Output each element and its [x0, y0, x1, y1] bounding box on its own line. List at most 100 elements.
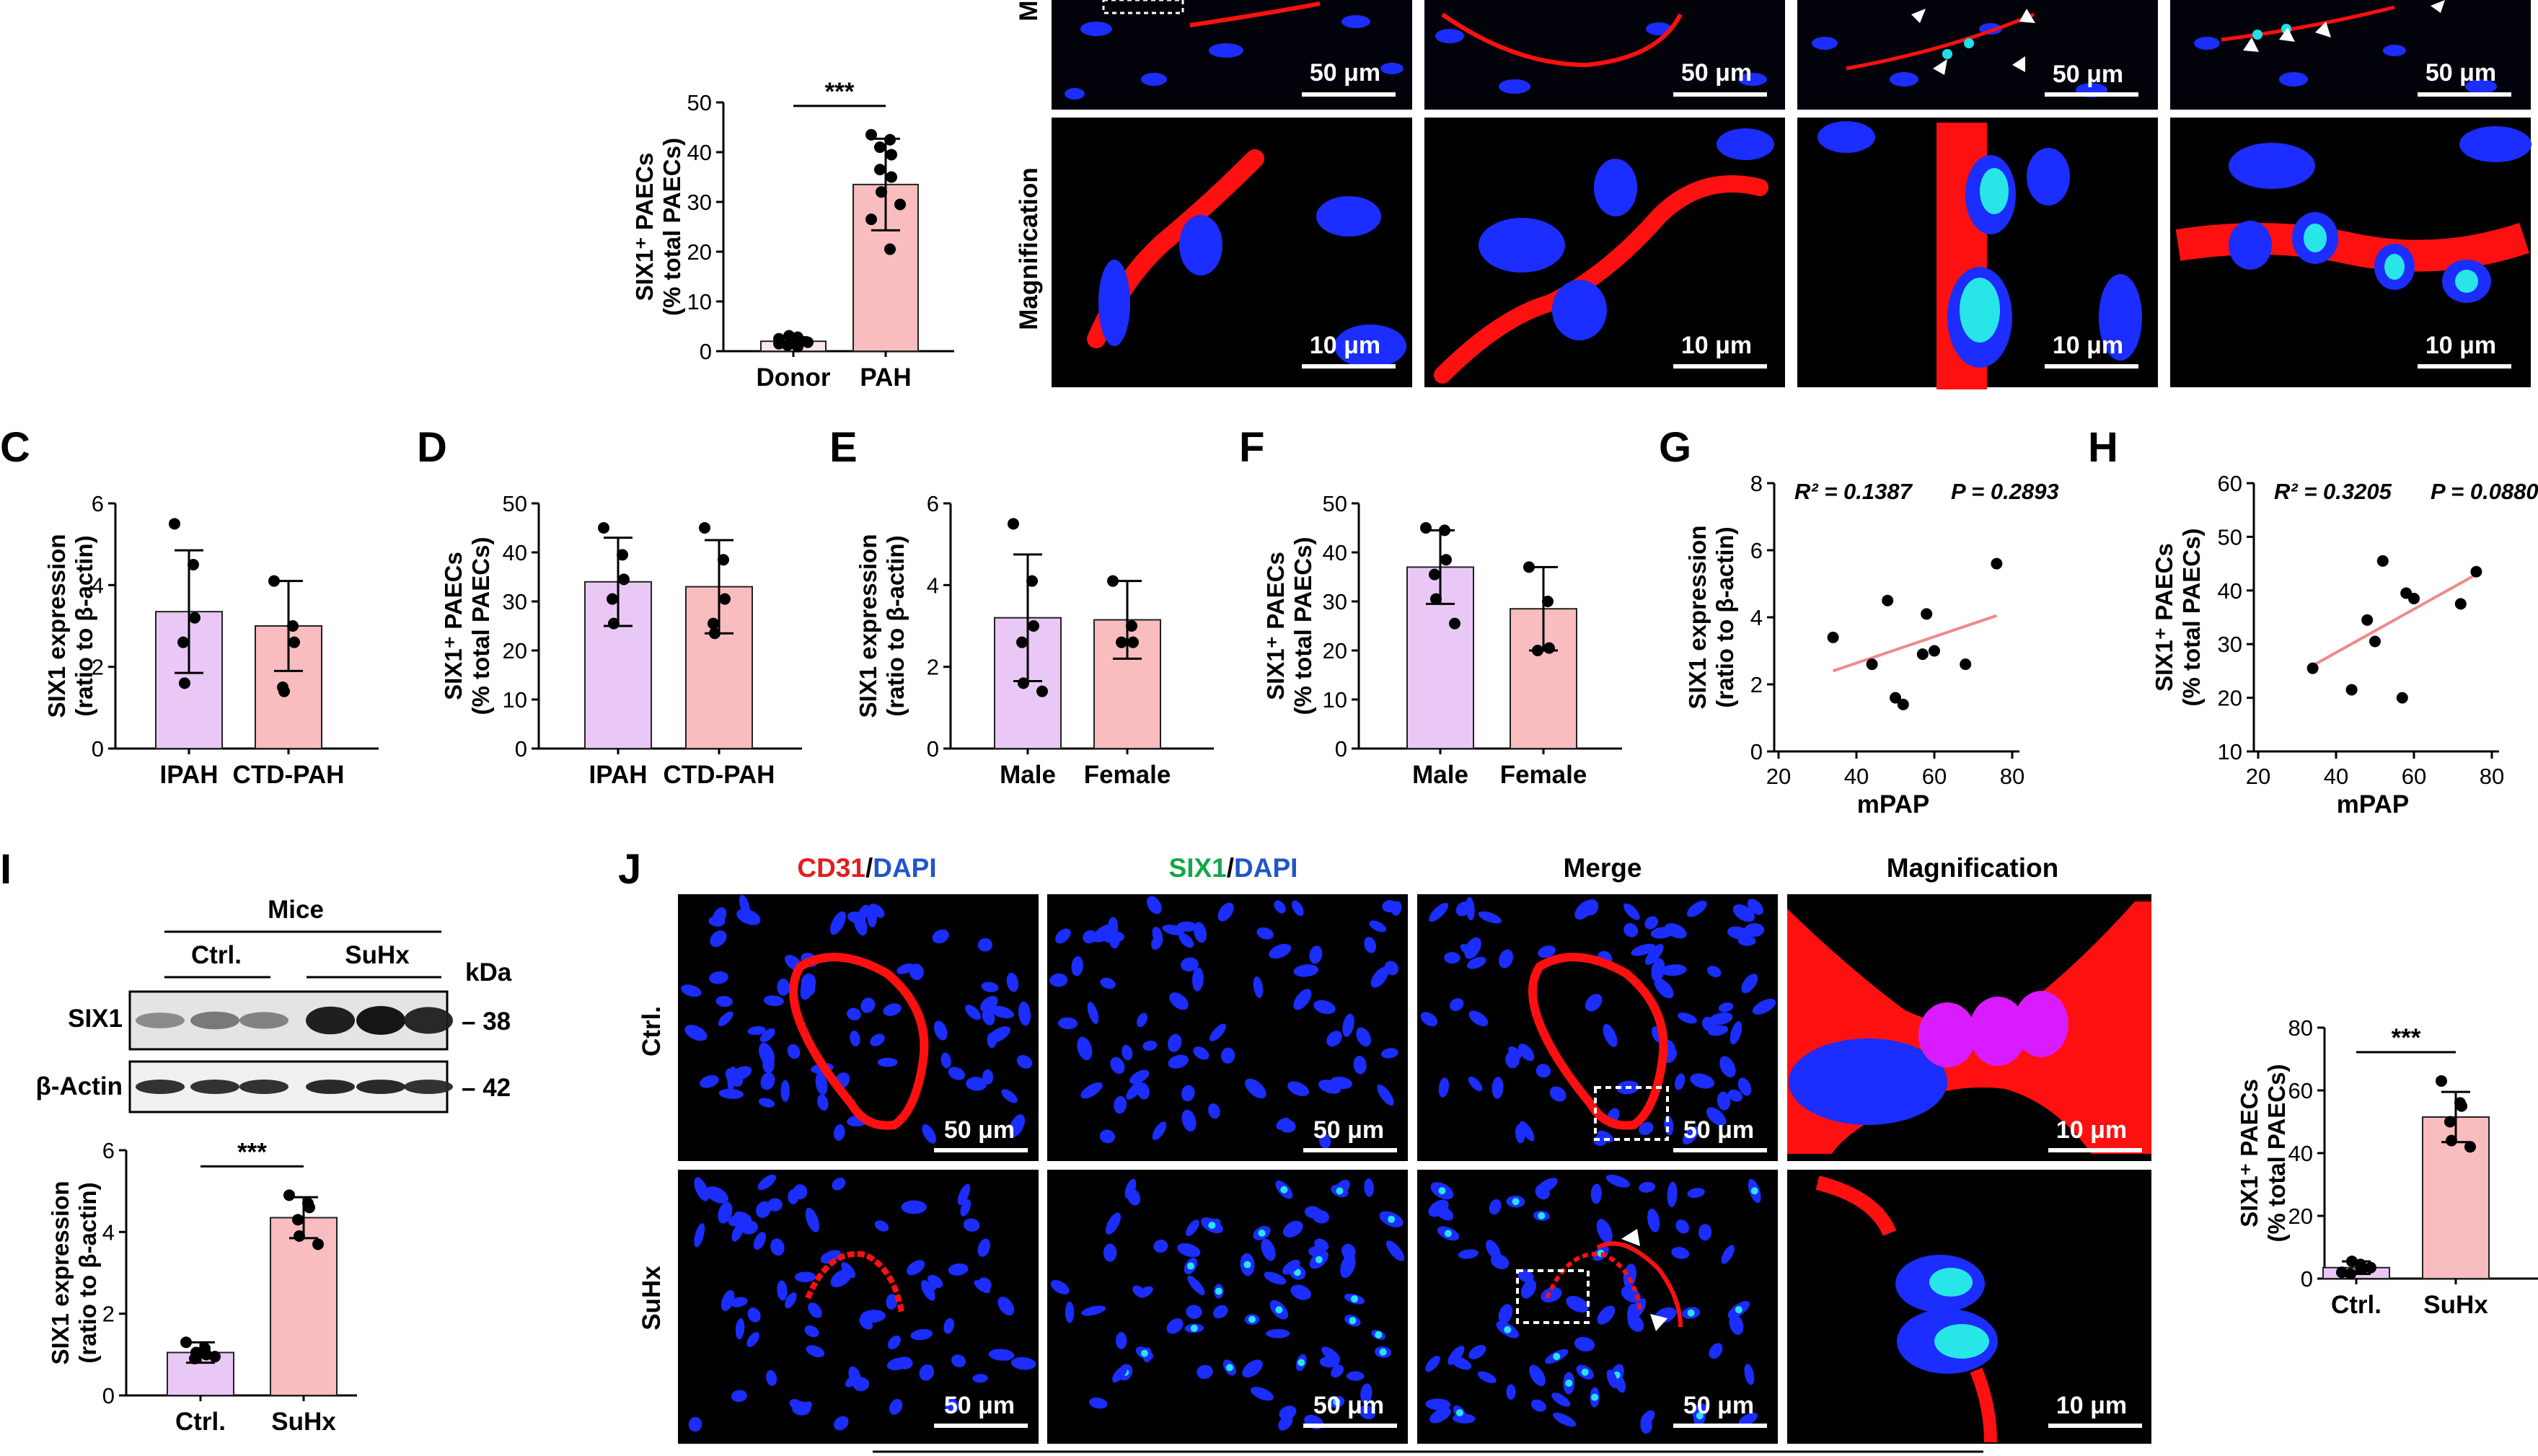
blot-band: [190, 1011, 239, 1030]
six1-nucleus: [1280, 1186, 1288, 1194]
nucleus: [1166, 1318, 1184, 1334]
data-point: [773, 332, 785, 345]
nucleus: [850, 1031, 860, 1046]
six1-nucleus: [1538, 1212, 1546, 1219]
panel-letter-f: F: [1239, 424, 1264, 471]
nucleus: [1429, 1407, 1451, 1424]
data-point: [1016, 636, 1028, 648]
x-tick-label: IPAH: [589, 761, 647, 789]
nucleus: [1282, 1259, 1300, 1275]
y-tick-label: 40: [687, 140, 712, 165]
data-point: [2464, 1141, 2476, 1153]
nucleus: [1596, 1219, 1613, 1244]
six1-nucleus: [1333, 1398, 1341, 1406]
header-six1-dapi: SIX1/DAPI: [1169, 853, 1298, 883]
nucleus: [1639, 1121, 1654, 1136]
nucleus: [1506, 1384, 1516, 1400]
six1-nucleus: [1565, 1379, 1573, 1387]
nucleus: [1535, 1184, 1550, 1200]
nucleus: [1384, 961, 1399, 976]
blot-band: [306, 1006, 355, 1035]
y-tick-label: 50: [1323, 491, 1347, 516]
nucleus: [830, 911, 846, 935]
nucleus: [753, 1232, 767, 1250]
scale-label: 10 μm: [2425, 332, 2496, 359]
nucleus: [867, 907, 877, 928]
nucleus: [990, 1005, 1014, 1019]
six1-nucleus: [1553, 1352, 1561, 1360]
nucleus: [1197, 1364, 1213, 1380]
nucleus: [725, 1067, 744, 1087]
data-point: [886, 149, 897, 161]
scale-label: 50 μm: [1313, 1116, 1384, 1144]
y-tick-label: 10: [503, 687, 527, 712]
y-tick-label: 20: [503, 638, 527, 663]
nucleus: [877, 1057, 898, 1067]
nucleus: [1077, 1036, 1093, 1061]
scale-label: 50 μm: [1313, 1392, 1384, 1419]
nucleus: [1467, 956, 1486, 969]
nucleus: [1590, 1183, 1602, 1204]
nucleus: [1665, 923, 1687, 939]
header-magnification: Magnification: [1887, 853, 2058, 883]
data-point: [1921, 608, 1933, 620]
nucleus: [1087, 1002, 1099, 1025]
nucleus: [1178, 932, 1194, 948]
nucleus: [922, 1124, 936, 1144]
panel-letter-d: D: [417, 424, 447, 471]
nucleus: [972, 1374, 988, 1383]
nucleus: [757, 1174, 776, 1191]
blot-band: [136, 1012, 185, 1028]
nucleus: [1675, 1073, 1686, 1090]
x-axis-label: mPAP: [2337, 790, 2410, 819]
nucleus: [1429, 902, 1449, 922]
data-point: [1916, 648, 1929, 661]
nucleus: [777, 979, 790, 996]
fit-line: [2312, 573, 2477, 667]
nucleus: [1553, 1412, 1577, 1427]
nucleus: [1100, 930, 1124, 943]
nucleus: [1444, 952, 1460, 964]
nucleus: [1146, 896, 1162, 914]
data-point: [188, 559, 199, 570]
data-point: [708, 617, 719, 630]
nucleus: [793, 1184, 808, 1200]
x-tick-label: PAH: [860, 363, 911, 392]
data-point: [1430, 593, 1442, 605]
y-tick-label: 20: [2288, 1204, 2313, 1229]
nucleus: [860, 997, 876, 1013]
nucleus: [1001, 1089, 1018, 1103]
header-merge: Merge: [1564, 853, 1642, 883]
y-tick-label: 2: [927, 655, 939, 680]
nucleus: [833, 1124, 845, 1141]
scale-label: 10 μm: [2056, 1116, 2127, 1144]
data-point: [699, 522, 710, 534]
nucleus: [1083, 930, 1098, 944]
nucleus: [1058, 1017, 1078, 1030]
y-tick-label: 60: [2218, 471, 2242, 496]
nucleus: [739, 894, 750, 916]
nucleus: [800, 1401, 812, 1414]
data-point: [278, 685, 290, 697]
y-axis-label: SIX1 expression(ratio to β-actin): [855, 534, 909, 718]
x-tick-label: CTD-PAH: [233, 761, 345, 789]
blot-band: [404, 1080, 453, 1094]
data-point: [201, 1349, 212, 1361]
nucleus: [910, 1328, 933, 1341]
nucleus: [766, 1369, 777, 1386]
panel-letter-e: E: [829, 424, 858, 471]
nucleus: [1385, 1240, 1405, 1261]
nucleus: [1100, 977, 1116, 989]
data-point: [312, 1238, 324, 1250]
nucleus: [1181, 1109, 1197, 1132]
nucleus: [1585, 994, 1603, 1012]
nucleus: [694, 1223, 705, 1248]
nucleus: [1099, 1129, 1116, 1144]
nucleus: [1478, 911, 1502, 924]
nucleus: [896, 963, 915, 974]
nucleus: [834, 1416, 849, 1431]
nucleus: [1105, 1212, 1122, 1235]
data-point: [2446, 1134, 2457, 1147]
p-label: P = 0.0880: [2431, 479, 2538, 504]
y-axis-label: SIX1 expression(ratio to β-actin): [47, 1181, 101, 1365]
